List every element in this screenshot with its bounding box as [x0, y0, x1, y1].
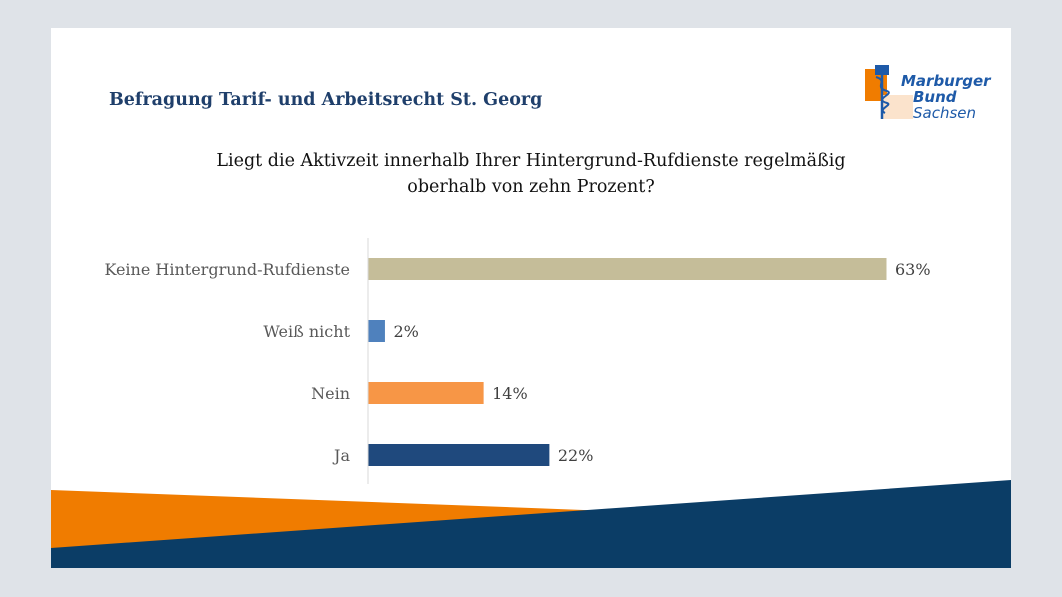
- question-line-1: Liegt die Aktivzeit innerhalb Ihrer Hint…: [216, 151, 846, 171]
- logo-text-line1: Marburger: [901, 72, 991, 90]
- bar-chart: Keine Hintergrund-Rufdienste 63% Weiß nich…: [104, 238, 931, 484]
- footer-decoration: [51, 480, 1011, 568]
- category-label: Weiß nicht: [263, 322, 350, 341]
- value-label: 14%: [492, 384, 528, 403]
- bar: [368, 444, 550, 466]
- chart-question: Liegt die Aktivzeit innerhalb Ihrer Hint…: [51, 148, 1011, 200]
- value-label: 63%: [895, 260, 931, 279]
- bar: [368, 320, 385, 342]
- bar: [368, 258, 887, 280]
- logo-text-line3: Sachsen: [913, 104, 977, 122]
- footer-navy-band: [51, 480, 1011, 568]
- page-title: Befragung Tarif- und Arbeitsrecht St. Ge…: [109, 90, 543, 110]
- category-label: Nein: [311, 384, 350, 403]
- bar: [368, 382, 484, 404]
- logo-text-line2: Bund: [913, 88, 957, 106]
- category-label: Ja: [332, 446, 350, 465]
- category-label: Keine Hintergrund-Rufdienste: [104, 260, 350, 279]
- logo: Marburger Bund Sachsen: [863, 61, 993, 125]
- slide: Befragung Tarif- und Arbeitsrecht St. Ge…: [51, 28, 1011, 568]
- serpent-icon: [875, 76, 890, 114]
- value-label: 2%: [393, 322, 418, 341]
- logo-peach-block: [883, 95, 913, 119]
- question-line-2: oberhalb von zehn Prozent?: [407, 177, 655, 197]
- value-label: 22%: [558, 446, 594, 465]
- logo-mark: [865, 65, 913, 119]
